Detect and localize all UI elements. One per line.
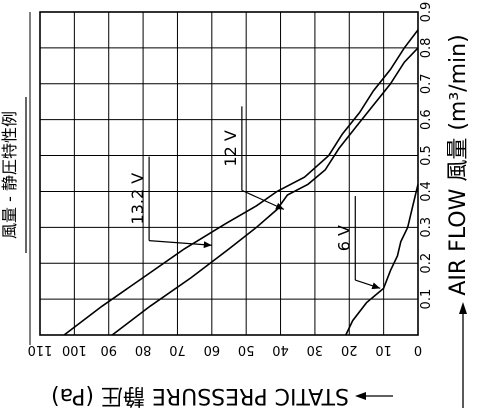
annotation-layer: 13.2 V 12 V 6 V	[128, 106, 381, 290]
x-axis-label: AIR FLOW 風量 (m³/min)	[446, 34, 471, 295]
axis-layer	[39, 11, 419, 336]
x-tick-label: 0.4	[419, 181, 434, 202]
y-tick-label: 10	[375, 342, 392, 357]
annotation-leader	[149, 240, 212, 246]
y-tick-label: 40	[272, 342, 289, 357]
annotation-arrowhead	[203, 241, 212, 249]
series-annotation-label: 6 V	[334, 225, 353, 251]
chart-title: 風量 - 静圧特性例	[0, 111, 19, 239]
y-tick-label: 70	[169, 342, 186, 357]
y-axis-arrowhead	[355, 392, 366, 400]
y-tick-label: 110	[28, 342, 53, 357]
series-annotation-label: 12 V	[221, 130, 240, 166]
series-line-2	[111, 47, 419, 336]
x-tick-label: 0.9	[419, 2, 434, 23]
x-axis-arrowhead	[459, 302, 467, 314]
y-tick-label: 0	[414, 342, 422, 357]
x-tick-label: 0.6	[419, 109, 434, 130]
x-tick-label: 0.8	[419, 38, 434, 59]
tick-label-layer: 0 10 20 30 40 50 60 70 80 90 100 110 0.1 0.2 0.3 0.4 0.5…	[28, 2, 434, 357]
series-line-1	[63, 29, 419, 336]
y-tick-label: 50	[238, 342, 255, 357]
x-tick-label: 0.5	[419, 145, 434, 166]
y-tick-label: 20	[341, 342, 358, 357]
series-annotation-label: 13.2 V	[128, 173, 147, 225]
annotation-arrowhead	[275, 202, 284, 210]
y-tick-label: 100	[62, 342, 87, 357]
y-tick-label: 90	[100, 342, 117, 357]
grid-layer	[39, 11, 419, 336]
x-tick-label: 0.3	[419, 217, 434, 238]
x-tick-label: 0.2	[419, 253, 434, 274]
x-tick-label: 0.1	[419, 289, 434, 310]
series-line-3	[345, 184, 419, 336]
y-tick-label: 30	[307, 342, 324, 357]
annotation-arrowhead	[371, 282, 381, 290]
y-tick-label: 80	[135, 342, 152, 357]
curve-layer	[63, 29, 419, 336]
y-axis-label: STATIC PRESSURE 静圧 (Pa)	[51, 383, 349, 408]
plot-frame	[39, 11, 419, 336]
y-tick-label: 60	[204, 342, 221, 357]
x-tick-label: 0.7	[419, 73, 434, 94]
